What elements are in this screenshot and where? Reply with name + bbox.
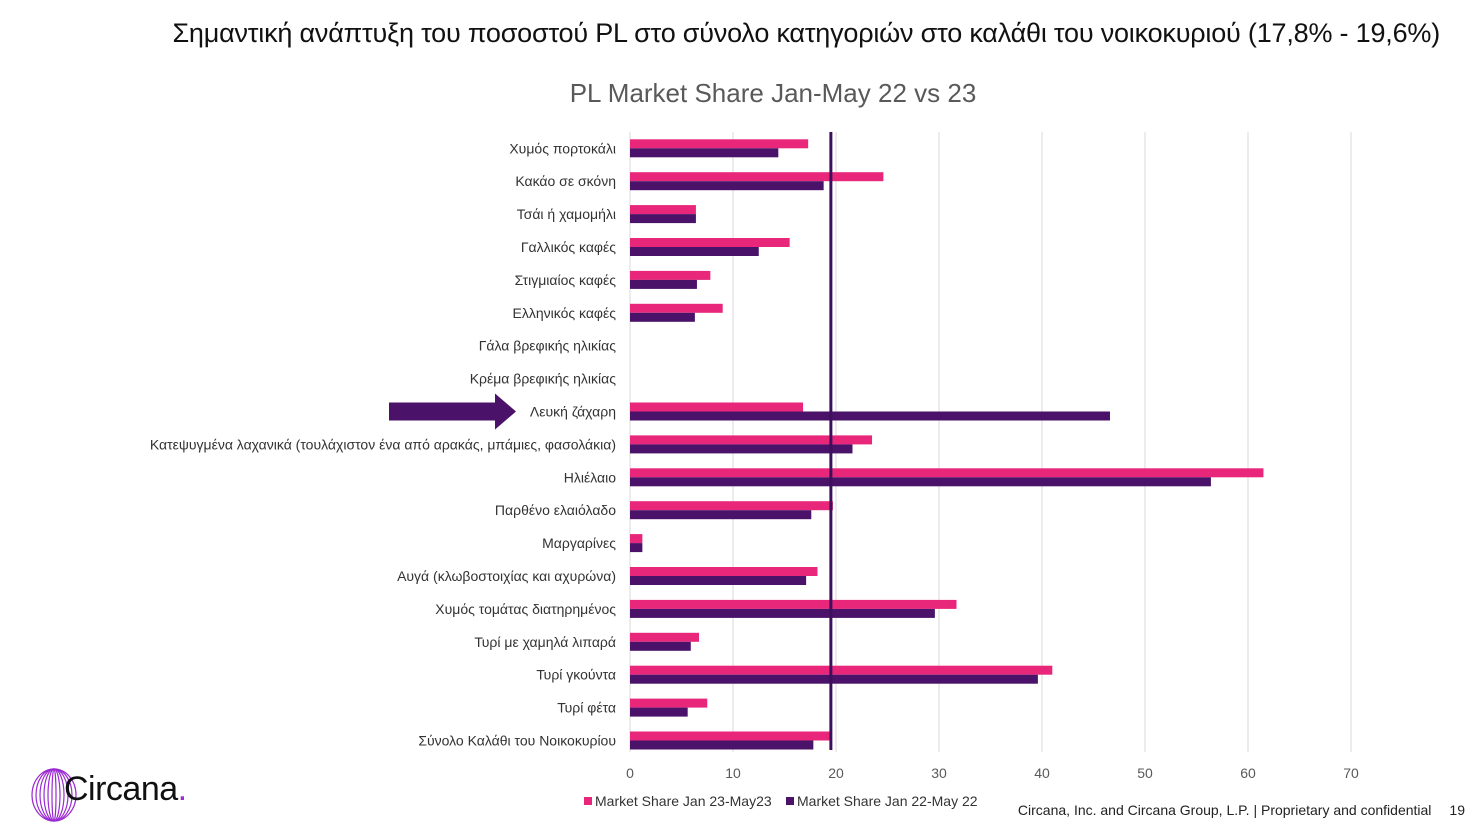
bar-2022	[630, 576, 807, 585]
slide-headline: Σημαντική ανάπτυξη του ποσοστού PL στο σ…	[172, 18, 1440, 48]
x-tick-label: 60	[1240, 765, 1256, 781]
category-label: Στιγμιαίος καφές	[515, 272, 617, 288]
bar-2022	[630, 214, 696, 224]
category-label: Γαλλικός καφές	[521, 239, 616, 255]
category-label: Κρέμα βρεφικής ηλικίας	[470, 371, 617, 387]
legend-swatch	[584, 797, 592, 805]
logo-rings-icon	[31, 768, 77, 822]
bar-2022	[630, 247, 759, 256]
bar-2023	[630, 632, 700, 642]
bar-2022	[630, 608, 935, 618]
legend-swatch	[786, 797, 794, 805]
bar-2022	[630, 312, 695, 322]
footer: Circana, Inc. and Circana Group, L.P. | …	[1018, 802, 1465, 818]
category-label: Τυρί με χαμηλά λιπαρά	[474, 634, 616, 650]
circana-logo: Circana.	[30, 766, 230, 826]
bar-2022	[630, 740, 814, 750]
x-tick-label: 40	[1034, 765, 1050, 781]
bar-2022	[630, 641, 691, 651]
bar-2022	[630, 411, 1110, 421]
bar-2022	[630, 674, 1038, 684]
category-label: Γάλα βρεφικής ηλικίας	[479, 338, 617, 354]
bar-2022	[630, 510, 812, 520]
bar-2023	[630, 567, 818, 576]
category-label: Τσάι ή χαμομήλι	[517, 206, 616, 222]
category-label: Αυγά (κλωβοστοιχίας και αχυρώνα)	[397, 568, 616, 584]
highlight-arrow-icon	[389, 393, 516, 430]
bar-2023	[630, 698, 708, 708]
bar-2023	[630, 665, 1053, 675]
bar-2022	[630, 148, 779, 158]
bar-2023	[630, 139, 809, 149]
category-label: Χυμός τομάτας διατηρημένος	[435, 601, 616, 617]
x-tick-label: 30	[931, 765, 947, 781]
bar-2022	[630, 707, 688, 717]
bar-2023	[630, 303, 723, 313]
chart-title: PL Market Share Jan-May 22 vs 23	[569, 78, 977, 108]
category-label: Ελληνικός καφές	[513, 305, 617, 321]
bar-2023	[630, 402, 804, 412]
bar-2022	[630, 444, 853, 454]
x-tick-label: 20	[828, 765, 844, 781]
category-label: Τυρί φέτα	[557, 700, 616, 716]
x-tick-label: 0	[626, 765, 634, 781]
legend-label: Market Share Jan 23-May23	[595, 793, 772, 809]
category-label: Κατεψυγμένα λαχανικά (τουλάχιστον ένα απ…	[150, 436, 616, 452]
category-label: Χυμός πορτοκάλι	[509, 140, 616, 156]
x-tick-label: 70	[1343, 765, 1359, 781]
category-label: Παρθένο ελαιόλαδο	[495, 502, 616, 518]
footer-text: Circana, Inc. and Circana Group, L.P. | …	[1017, 802, 1432, 818]
bar-2022	[630, 279, 697, 289]
bar-2023	[630, 468, 1264, 478]
bar-2023	[630, 172, 884, 182]
bar-2023	[630, 238, 790, 247]
bar-2022	[630, 181, 824, 191]
category-label: Ηλιέλαιο	[564, 469, 616, 485]
x-tick-label: 50	[1137, 765, 1153, 781]
x-tick-label: 10	[725, 765, 741, 781]
bar-2022	[630, 477, 1211, 487]
legend-label: Market Share Jan 22-May 22	[797, 793, 978, 809]
bar-2023	[630, 599, 957, 609]
bar-2023	[630, 270, 711, 280]
category-label: Λευκή ζάχαρη	[530, 404, 616, 420]
bar-2023	[630, 205, 696, 215]
category-label: Σύνολο Καλάθι του Νοικοκυρίου	[418, 733, 616, 749]
logo-dot: .	[177, 770, 187, 808]
bar-2023	[630, 731, 832, 741]
bar-2023	[630, 534, 643, 544]
logo-wordmark: Circana	[64, 770, 178, 808]
page-number: 19	[1449, 802, 1465, 818]
category-label: Μαργαρίνες	[542, 535, 616, 551]
bar-2022	[630, 543, 643, 553]
bar-2023	[630, 501, 833, 511]
category-label: Τυρί γκούντα	[536, 667, 616, 683]
bar-2023	[630, 435, 873, 445]
category-label: Κακάο σε σκόνη	[515, 173, 616, 189]
